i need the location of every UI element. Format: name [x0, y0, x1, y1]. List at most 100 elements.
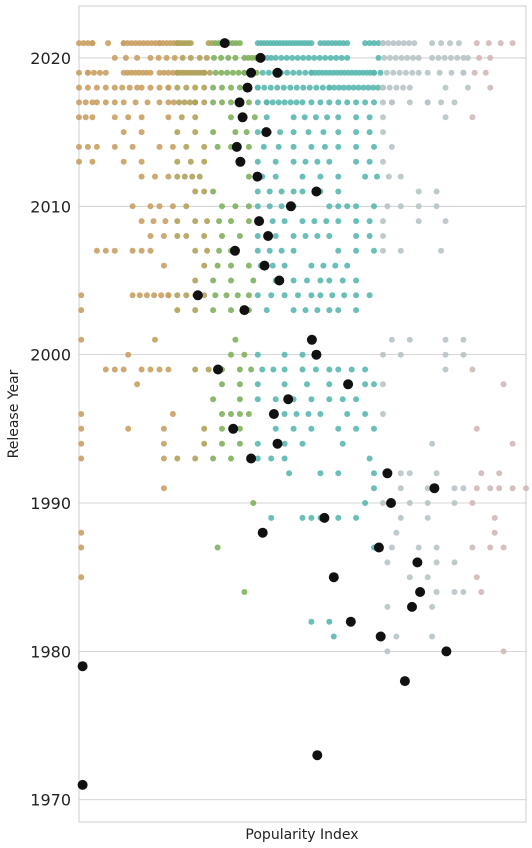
background-point [425, 515, 431, 521]
data-point [269, 409, 279, 419]
background-point [317, 174, 323, 180]
background-point [282, 263, 288, 269]
background-point [353, 99, 359, 105]
background-point [211, 55, 217, 61]
background-point [161, 456, 167, 462]
background-point [192, 248, 198, 254]
background-point [255, 159, 261, 165]
background-point [289, 55, 295, 61]
data-point [263, 231, 273, 241]
background-point [434, 589, 440, 595]
background-point [230, 70, 236, 76]
background-point [89, 159, 95, 165]
background-point [333, 55, 339, 61]
background-point [465, 55, 471, 61]
background-point [89, 40, 95, 46]
background-point [183, 144, 189, 150]
background-point [148, 367, 154, 373]
background-point [164, 55, 170, 61]
background-point [291, 114, 297, 120]
background-point [381, 55, 387, 61]
background-point [148, 55, 154, 61]
background-point [248, 367, 254, 373]
background-point [284, 70, 290, 76]
background-point [78, 292, 84, 298]
background-point [94, 144, 100, 150]
background-point [151, 292, 157, 298]
background-point [130, 144, 136, 150]
background-point [219, 99, 225, 105]
x-axis-label: Popularity Index [245, 827, 358, 843]
background-point [311, 218, 317, 224]
background-point [94, 248, 100, 254]
data-point [311, 187, 321, 197]
background-point [148, 233, 154, 239]
background-point [380, 85, 386, 91]
background-point [291, 233, 297, 239]
background-point [340, 441, 346, 447]
background-point [225, 55, 231, 61]
background-point [398, 203, 404, 209]
background-point [291, 307, 297, 313]
background-point [290, 70, 296, 76]
background-point [335, 114, 341, 120]
background-point [404, 55, 410, 61]
background-point [76, 114, 82, 120]
background-point [344, 203, 350, 209]
data-point [441, 646, 451, 656]
background-point [125, 426, 131, 432]
background-point [182, 174, 188, 180]
background-point [188, 40, 194, 46]
background-point [78, 456, 84, 462]
background-point [91, 70, 97, 76]
background-point [287, 85, 293, 91]
background-point [300, 85, 306, 91]
background-point [487, 85, 493, 91]
background-point [393, 634, 399, 640]
background-point [308, 263, 314, 269]
background-point [344, 263, 350, 269]
background-point [192, 99, 198, 105]
data-point [252, 172, 262, 182]
background-point [303, 307, 309, 313]
background-point [472, 70, 478, 76]
background-point [232, 55, 238, 61]
data-point [429, 483, 439, 493]
background-point [250, 500, 256, 506]
background-point [393, 530, 399, 536]
data-point [346, 617, 356, 627]
background-point [103, 367, 109, 373]
background-point [210, 396, 216, 402]
background-point [218, 55, 224, 61]
background-point [308, 396, 314, 402]
background-point [314, 307, 320, 313]
background-point [371, 381, 377, 387]
background-point [189, 174, 195, 180]
background-point [139, 114, 145, 120]
background-point [228, 99, 234, 105]
background-point [304, 381, 310, 387]
background-point [429, 55, 435, 61]
background-point [398, 352, 404, 358]
background-point [300, 352, 306, 358]
background-point [139, 218, 145, 224]
background-point [474, 485, 480, 491]
background-point [204, 218, 210, 224]
background-point [335, 144, 341, 150]
background-point [165, 85, 171, 91]
background-point [148, 70, 154, 76]
background-point [320, 129, 326, 135]
background-point [165, 292, 171, 298]
background-point [219, 426, 225, 432]
background-point [380, 233, 386, 239]
background-point [139, 85, 145, 91]
background-point [335, 470, 341, 476]
background-point [78, 337, 84, 343]
background-point [174, 292, 180, 298]
background-point [429, 604, 435, 610]
background-point [487, 545, 493, 551]
background-point [510, 40, 516, 46]
background-point [380, 500, 386, 506]
background-point [270, 218, 276, 224]
background-point [105, 40, 111, 46]
